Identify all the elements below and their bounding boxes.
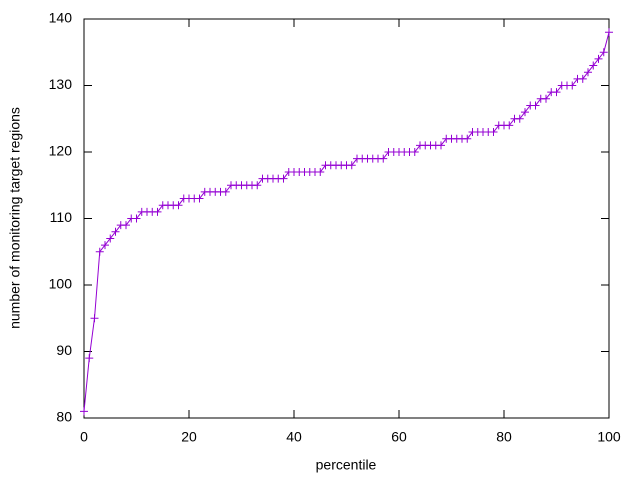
y-tick-label: 120 bbox=[49, 143, 73, 159]
data-point bbox=[584, 68, 592, 77]
data-point bbox=[410, 148, 419, 156]
y-tick-label: 140 bbox=[49, 10, 73, 26]
data-point bbox=[589, 61, 598, 70]
x-tick-label: 100 bbox=[597, 429, 621, 445]
data-point bbox=[153, 207, 162, 216]
y-tick-label: 100 bbox=[49, 276, 73, 292]
data-point bbox=[437, 141, 445, 150]
data-point bbox=[599, 48, 608, 57]
data-point bbox=[85, 354, 94, 363]
data-point bbox=[568, 81, 577, 90]
data-point bbox=[515, 114, 524, 123]
y-axis-label: number of monitoring target regions bbox=[7, 107, 23, 329]
data-point bbox=[578, 74, 587, 83]
data-point bbox=[347, 161, 356, 170]
data-point bbox=[80, 407, 88, 416]
data-point bbox=[594, 54, 603, 63]
y-tick-label: 90 bbox=[56, 342, 72, 358]
x-axis-label: percentile bbox=[316, 457, 377, 473]
data-point bbox=[279, 174, 288, 183]
x-tick-label: 20 bbox=[181, 429, 197, 445]
data-point bbox=[253, 181, 262, 190]
x-tick-label: 80 bbox=[496, 429, 512, 445]
data-point bbox=[101, 241, 109, 250]
data-point bbox=[521, 108, 529, 117]
x-tick-label: 40 bbox=[286, 429, 302, 445]
data-point bbox=[132, 214, 141, 223]
data-point bbox=[316, 167, 325, 176]
data-point bbox=[552, 88, 561, 97]
data-point bbox=[489, 128, 498, 137]
y-tick-label: 130 bbox=[49, 76, 73, 92]
data-point bbox=[505, 121, 514, 130]
data-point bbox=[122, 221, 130, 230]
data-point bbox=[542, 94, 550, 103]
data-point bbox=[174, 201, 183, 210]
y-tick-label: 80 bbox=[56, 409, 72, 425]
y-tick-label: 110 bbox=[50, 209, 73, 225]
data-line bbox=[83, 32, 610, 412]
data-point bbox=[221, 187, 230, 196]
x-tick-label: 60 bbox=[391, 429, 407, 445]
data-point bbox=[531, 101, 540, 110]
data-point bbox=[111, 227, 120, 236]
plot-border bbox=[83, 18, 610, 419]
x-tick-label: 0 bbox=[80, 429, 88, 445]
data-point bbox=[95, 247, 104, 256]
data-point bbox=[106, 234, 115, 243]
data-point bbox=[379, 154, 388, 163]
data-point bbox=[90, 314, 99, 323]
data-point bbox=[463, 134, 472, 143]
data-point bbox=[195, 194, 204, 203]
data-point bbox=[605, 28, 613, 37]
